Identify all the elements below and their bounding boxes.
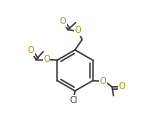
Text: O: O	[28, 46, 34, 55]
Text: O: O	[74, 26, 81, 35]
Text: O: O	[100, 77, 106, 86]
Text: Cl: Cl	[70, 96, 78, 105]
Text: O: O	[60, 17, 66, 26]
Text: O: O	[43, 55, 50, 64]
Text: O: O	[119, 82, 125, 91]
